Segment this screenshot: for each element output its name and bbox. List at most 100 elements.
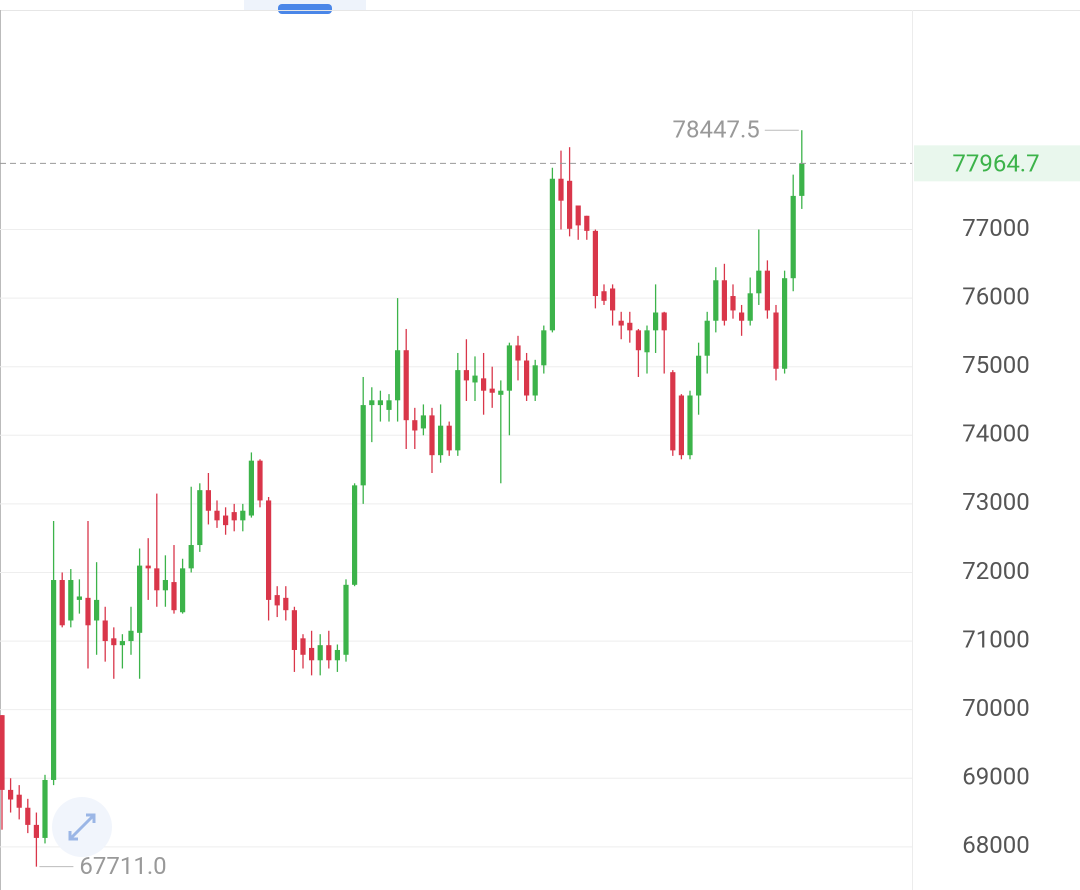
candle-body xyxy=(506,345,512,391)
last-price-box xyxy=(914,145,1080,182)
candle-body xyxy=(369,400,375,406)
candle-body xyxy=(291,610,297,650)
candle-body xyxy=(214,510,220,521)
candle-body xyxy=(524,360,530,396)
candle-body xyxy=(756,270,762,294)
candle-body xyxy=(352,485,358,585)
candle-body xyxy=(137,565,143,633)
candle-body xyxy=(618,320,624,326)
candle-body xyxy=(661,312,667,331)
candle-body xyxy=(584,215,590,231)
candle-body xyxy=(8,789,14,800)
candle-body xyxy=(532,365,538,396)
candle-body xyxy=(790,195,796,279)
candle-body xyxy=(180,568,186,613)
candle-body xyxy=(42,779,48,838)
candle-body xyxy=(119,641,125,646)
candle-body xyxy=(782,278,788,369)
candle-body xyxy=(33,824,39,838)
candle-body xyxy=(223,515,229,526)
candle-body xyxy=(111,638,117,646)
candle-body xyxy=(386,400,392,410)
candle-body xyxy=(145,565,151,569)
candles xyxy=(0,130,805,867)
labels: 68000 69000 70000 71000 72000 73000 74000 75000… xyxy=(0,116,1080,880)
candle-body xyxy=(395,350,401,401)
y-tick-label: 70000 xyxy=(962,694,1029,722)
candle-body xyxy=(274,595,280,606)
candle-body xyxy=(670,372,676,451)
candle-body xyxy=(360,405,366,486)
candle-body xyxy=(429,415,435,456)
candle-body xyxy=(653,312,659,331)
expand-icon[interactable] xyxy=(68,813,96,841)
candle-body xyxy=(266,500,272,600)
candle-body xyxy=(205,490,211,511)
candle-body xyxy=(128,630,134,642)
candle-body xyxy=(549,178,555,331)
candle-body xyxy=(764,270,770,311)
candle-body xyxy=(739,312,745,321)
candle-body xyxy=(696,355,702,396)
candle-body xyxy=(687,395,693,456)
candle-body xyxy=(0,715,5,790)
candle-body xyxy=(334,649,340,661)
candle-body xyxy=(76,596,82,600)
candle-body xyxy=(343,584,349,655)
candle-body xyxy=(644,330,650,353)
candle-body xyxy=(747,293,753,321)
candle-body xyxy=(197,490,203,546)
candle-body xyxy=(300,638,306,655)
candle-body xyxy=(575,205,581,226)
y-tick-label: 73000 xyxy=(962,488,1029,516)
candle-body xyxy=(68,580,74,621)
y-tick-label: 72000 xyxy=(962,557,1029,585)
candle-body xyxy=(515,345,521,361)
candle-body xyxy=(154,568,160,591)
candle-body xyxy=(489,388,495,393)
candle-body xyxy=(257,460,263,501)
candle-body xyxy=(438,425,444,456)
expand-button[interactable] xyxy=(52,797,112,857)
candle-body xyxy=(240,510,246,521)
candle-body xyxy=(51,580,57,780)
candle-body xyxy=(25,807,31,825)
candle-body xyxy=(326,645,332,661)
candle-body xyxy=(704,320,710,356)
tab-indicator[interactable] xyxy=(278,4,332,14)
candle-body xyxy=(171,582,177,611)
candle-body xyxy=(463,370,469,381)
candle-body xyxy=(610,288,616,311)
candle-body xyxy=(773,312,779,369)
low-label: 67711.0 xyxy=(79,852,166,880)
candle-body xyxy=(592,230,598,297)
y-tick-label: 76000 xyxy=(962,282,1029,310)
candle-body xyxy=(481,378,487,391)
y-tick-label: 69000 xyxy=(962,763,1029,791)
candle-body xyxy=(94,599,100,621)
candle-body xyxy=(678,395,684,456)
candle-body xyxy=(403,350,409,421)
candle-body xyxy=(541,330,547,366)
candle-body xyxy=(721,280,727,321)
candle-body xyxy=(412,420,418,431)
candle-body xyxy=(420,415,426,429)
y-tick-label: 71000 xyxy=(962,625,1029,653)
candle-body xyxy=(248,460,254,516)
candle-body xyxy=(601,291,607,301)
candle-body xyxy=(730,296,736,311)
candle-body xyxy=(446,425,452,451)
candle-body xyxy=(567,180,573,229)
candle-body xyxy=(317,645,323,661)
candle-body xyxy=(231,512,237,521)
candle-body xyxy=(162,580,168,591)
candle-body xyxy=(713,280,719,321)
candle-body xyxy=(59,580,65,626)
y-tick-label: 74000 xyxy=(962,420,1029,448)
candle-body xyxy=(283,597,289,611)
candle-body xyxy=(16,794,22,808)
candle-body xyxy=(455,370,461,451)
candle-body xyxy=(309,647,315,661)
